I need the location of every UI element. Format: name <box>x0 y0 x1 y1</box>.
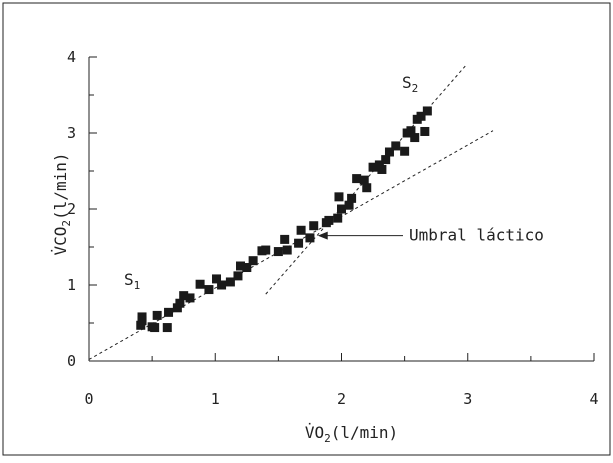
data-point <box>305 233 315 243</box>
y-tick-label: 1 <box>67 276 76 294</box>
data-point <box>137 312 147 322</box>
data-point <box>362 183 372 193</box>
x-tick-label: 3 <box>463 390 472 408</box>
data-point <box>152 310 162 320</box>
data-points <box>136 106 432 333</box>
data-point <box>162 323 172 333</box>
y-tick-label: 3 <box>67 124 76 142</box>
data-point <box>410 133 420 143</box>
data-point <box>344 200 354 210</box>
data-point <box>273 247 283 257</box>
data-point <box>248 256 258 266</box>
data-point <box>420 126 430 136</box>
data-point <box>172 303 182 313</box>
axes <box>88 56 595 362</box>
data-point <box>212 274 222 284</box>
data-point <box>261 245 271 255</box>
data-point <box>422 106 432 116</box>
data-point <box>309 221 319 231</box>
annotation-umbral-lactico: Umbral láctico <box>409 226 544 245</box>
y-tick-label: 2 <box>67 200 76 218</box>
y-tick-label: 4 <box>67 48 76 66</box>
data-point <box>381 155 391 165</box>
data-point <box>406 126 416 136</box>
y-axis-label: V̇CO2(l/min) <box>50 153 73 256</box>
data-point <box>195 279 205 289</box>
x-tick-label: 1 <box>211 390 220 408</box>
data-point <box>282 245 292 255</box>
data-point <box>175 298 185 308</box>
data-point <box>374 160 384 170</box>
data-point <box>217 280 227 290</box>
data-point <box>334 192 344 202</box>
data-point <box>347 193 357 203</box>
tick-labels: 0 1 2 3 4 0 1 2 3 4 <box>67 48 599 408</box>
data-point <box>136 320 146 330</box>
annotation-s2: S2 <box>402 73 418 95</box>
data-point <box>416 111 426 121</box>
y-tick-label: 0 <box>67 352 76 370</box>
data-point <box>296 225 306 235</box>
data-point <box>337 204 346 214</box>
umbral-arrowhead <box>317 231 328 240</box>
annotation-s1: S1 <box>124 270 140 292</box>
data-point <box>179 291 189 301</box>
fit-line-s1 <box>88 130 494 360</box>
data-point <box>185 293 195 303</box>
data-point <box>280 234 290 244</box>
data-point <box>359 175 369 185</box>
data-point <box>294 238 304 248</box>
data-point <box>324 215 334 225</box>
x-tick-label: 0 <box>84 390 93 408</box>
data-point <box>150 323 160 333</box>
data-point <box>233 271 243 281</box>
x-axis-label: V̇O2(l/min) <box>305 422 398 445</box>
chart-frame <box>2 2 611 456</box>
data-point <box>164 307 174 317</box>
data-point <box>377 164 387 174</box>
x-tick-label: 2 <box>337 390 346 408</box>
x-tick-label: 4 <box>589 390 598 408</box>
data-point <box>391 141 401 151</box>
data-point <box>352 174 362 184</box>
data-point <box>242 263 252 273</box>
data-point <box>225 277 235 287</box>
data-point <box>368 162 378 172</box>
data-point <box>236 261 245 271</box>
data-point <box>204 285 214 295</box>
data-point <box>400 146 410 156</box>
data-point <box>384 147 394 157</box>
data-point <box>333 213 343 223</box>
